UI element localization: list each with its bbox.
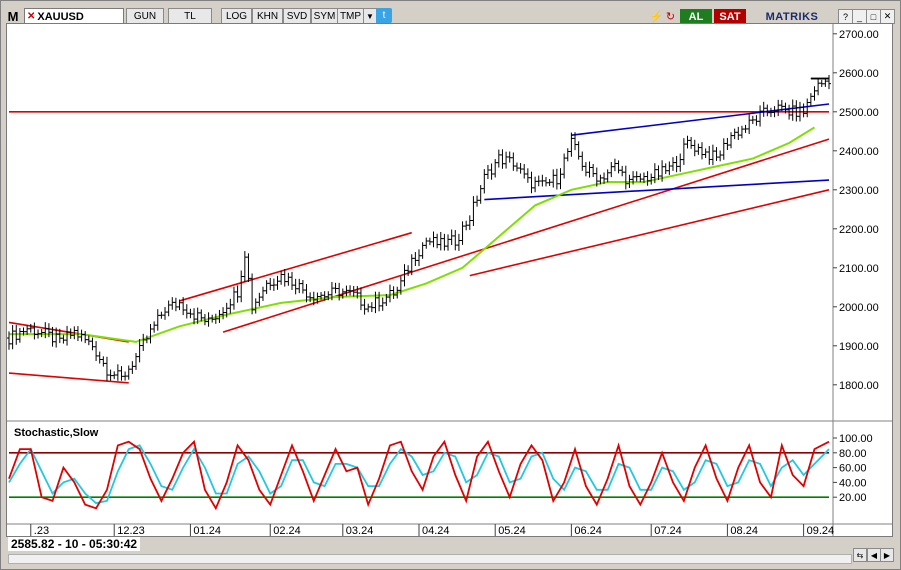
- price-tick-label: 2500.00: [839, 107, 879, 119]
- close-icon[interactable]: ✕: [27, 11, 36, 22]
- price-tick-label: 2600.00: [839, 68, 879, 80]
- price-tick-label: 2100.00: [839, 263, 879, 275]
- close-window-icon[interactable]: ✕: [880, 9, 895, 24]
- price-bars: [7, 75, 831, 381]
- trendline: [222, 138, 830, 333]
- x-tick-label: 04.24: [422, 525, 450, 536]
- x-tick-label: 09.24: [807, 525, 835, 536]
- trendlines: [8, 77, 830, 384]
- price-tick-label: 1900.00: [839, 341, 879, 353]
- moving-average-path: [9, 126, 816, 343]
- price-tick-label: 2200.00: [839, 224, 879, 236]
- x-tick-label: 05.24: [498, 525, 526, 536]
- stochastic-lines: [8, 439, 830, 511]
- trendline: [179, 231, 412, 302]
- sync-icon[interactable]: ⇆: [853, 548, 867, 562]
- help-icon[interactable]: ?: [838, 9, 853, 24]
- x-tick-label: 08.24: [730, 525, 758, 536]
- app-menu-icon[interactable]: M: [7, 8, 19, 24]
- x-tick-label: 06.24: [574, 525, 602, 536]
- moving-average-line: [9, 126, 816, 343]
- lightning-icon[interactable]: ⚡: [649, 10, 664, 23]
- maximize-icon[interactable]: □: [866, 9, 881, 24]
- scroll-left-icon[interactable]: ◀: [867, 548, 881, 562]
- price-tick-label: 2700.00: [839, 29, 879, 41]
- stochastic-tick-label: 20.00: [839, 492, 867, 504]
- chart-svg[interactable]: 1800.00 1900.00 2000.00 2100.00 2200.00 2300.…: [7, 24, 892, 537]
- price-tick-label: 2400.00: [839, 146, 879, 158]
- stochastic-tick-label: 80.00: [839, 448, 867, 460]
- stochastic-title: Stochastic,Slow: [14, 427, 99, 439]
- stochastic-tick-label: 100.00: [839, 433, 873, 445]
- chart-area[interactable]: 1800.00 1900.00 2000.00 2100.00 2200.00 2300.…: [6, 23, 893, 537]
- symbol-field[interactable]: ✕ XAUUSD: [24, 8, 124, 25]
- price-axis: 1800.00 1900.00 2000.00 2100.00 2200.00 2300.…: [832, 24, 879, 421]
- refresh-icon[interactable]: ↻: [665, 10, 676, 23]
- buy-button[interactable]: AL: [680, 9, 712, 24]
- symbol-label: XAUUSD: [37, 10, 84, 23]
- status-readout: 2585.82 - 10 - 05:30:42: [8, 537, 141, 551]
- x-tick-label: .23: [34, 525, 49, 536]
- x-axis: .23 12.23 01.24 02.24 03.24 04.24 05.24 06.24 07…: [7, 523, 892, 537]
- status-bar: 2585.82 - 10 - 05:30:42 ⇆ ◀ ▶: [6, 536, 894, 564]
- price-tick-label: 2000.00: [839, 302, 879, 314]
- horizontal-scrollbar[interactable]: [8, 554, 852, 564]
- twitter-icon[interactable]: t: [376, 8, 392, 23]
- brand-logo: MATRIKS: [765, 10, 819, 23]
- scroll-right-icon[interactable]: ▶: [880, 548, 894, 562]
- stochastic-d-line: [8, 444, 830, 505]
- minimize-icon[interactable]: _: [852, 9, 867, 24]
- trendline: [8, 372, 129, 384]
- x-tick-label: 03.24: [346, 525, 374, 536]
- stochastic-tick-label: 60.00: [839, 463, 867, 475]
- x-tick-label: 12.23: [117, 525, 145, 536]
- trendline: [571, 103, 830, 136]
- stochastic-k-line: [8, 439, 830, 511]
- trendline: [469, 189, 830, 277]
- x-tick-label: 01.24: [193, 525, 221, 536]
- x-tick-label: 02.24: [273, 525, 301, 536]
- stochastic-axis: 20.00 40.00 60.00 80.00 100.00: [9, 421, 873, 536]
- sell-button[interactable]: SAT: [714, 9, 746, 24]
- stochastic-tick-label: 40.00: [839, 477, 867, 489]
- price-tick-label: 2300.00: [839, 185, 879, 197]
- trendline: [484, 179, 830, 201]
- price-tick-label: 1800.00: [839, 380, 879, 392]
- x-tick-label: 07.24: [654, 525, 682, 536]
